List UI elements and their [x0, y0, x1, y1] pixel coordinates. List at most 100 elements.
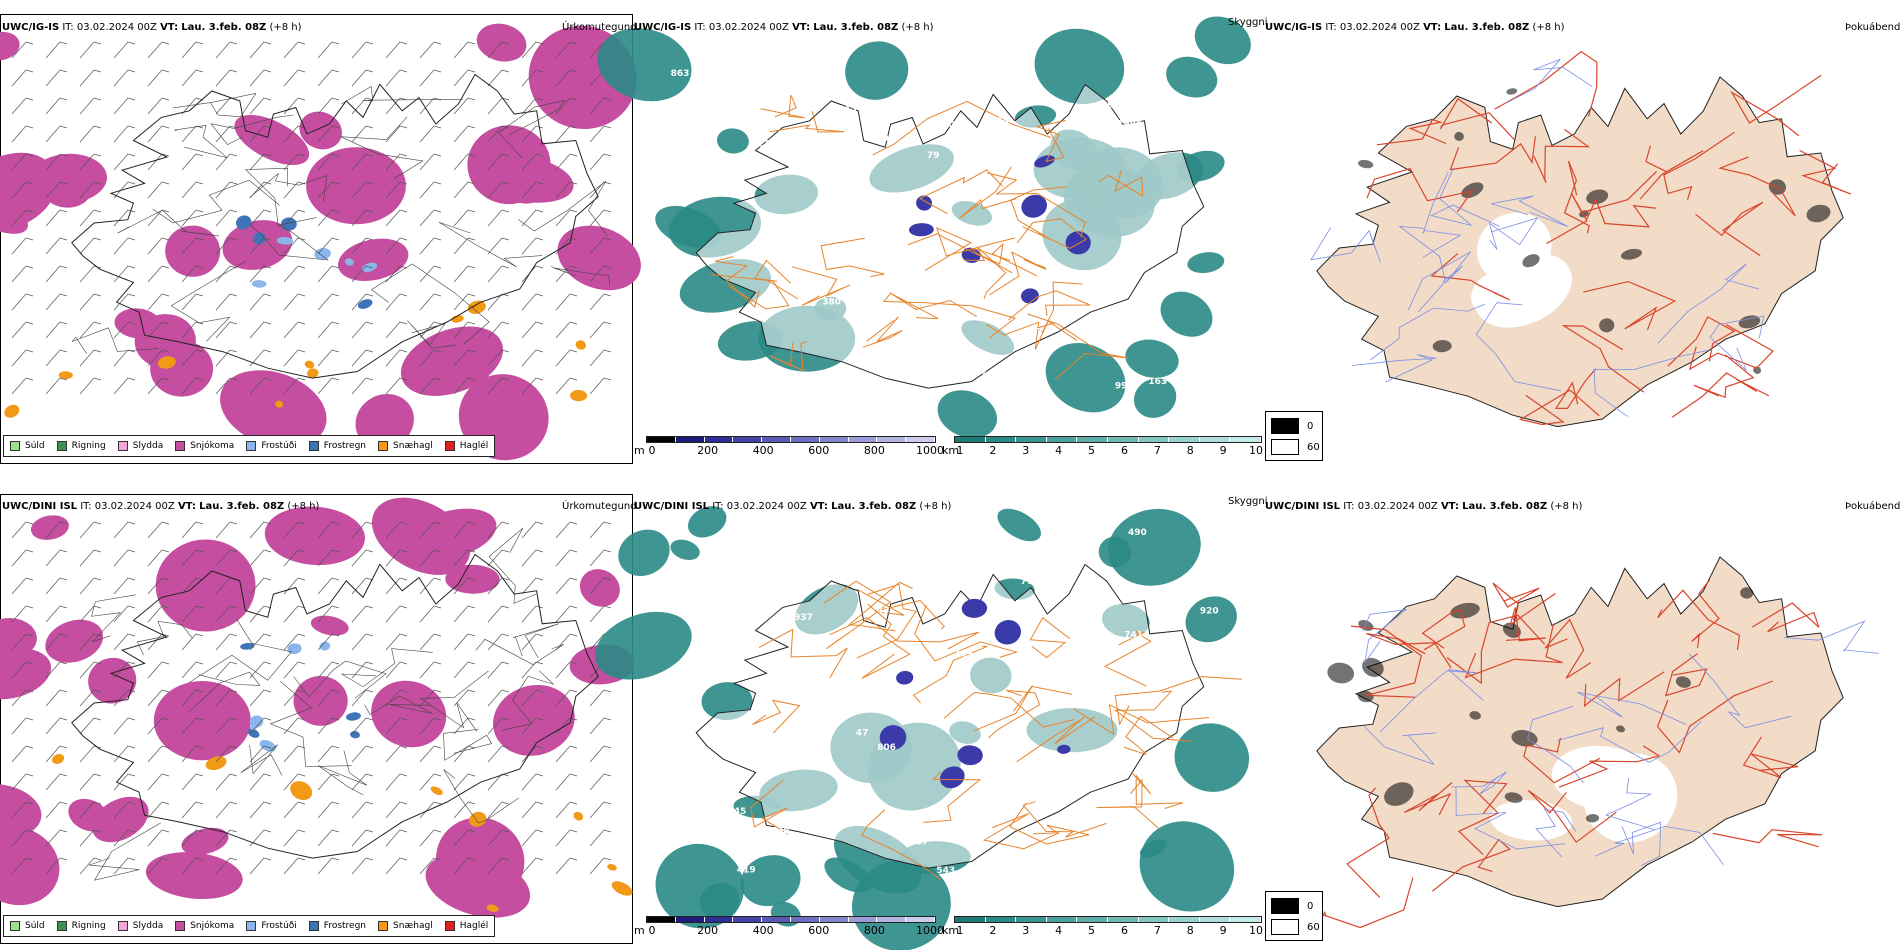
wind-barb	[11, 577, 34, 595]
road-line	[861, 809, 941, 880]
fog-legend-bottom-label: 60	[1307, 441, 1320, 453]
road-line	[1366, 167, 1474, 213]
wind-barb	[521, 321, 544, 339]
cloud-value-label: 24	[1118, 116, 1131, 126]
wind-barb	[589, 321, 612, 339]
wind-barb	[589, 829, 612, 847]
wind-barb	[147, 321, 170, 339]
wind-barb	[555, 857, 578, 875]
wind-barb	[11, 745, 34, 763]
wind-barb	[147, 237, 170, 255]
wind-barb	[147, 265, 170, 283]
wind-barb	[419, 125, 442, 143]
snow-area	[436, 817, 525, 903]
wind-barb	[385, 209, 408, 227]
low-visibility-area	[1166, 56, 1218, 98]
wind-barb	[453, 633, 476, 651]
precip-legend-label: Frostregn	[323, 921, 367, 931]
wind-barb	[385, 633, 408, 651]
colorbar-tick-label: 9	[1219, 444, 1227, 457]
wind-barb	[79, 41, 102, 59]
freezing-rain-area	[350, 731, 360, 739]
wind-barb	[45, 349, 68, 367]
wind-barb	[249, 717, 272, 735]
precip-legend-item: Frostregn	[308, 441, 366, 451]
wind-barb	[181, 41, 204, 59]
wind-barb	[79, 829, 102, 847]
wind-barb	[453, 829, 476, 847]
precip-legend-item: Súld	[10, 441, 45, 451]
cloud-title-top: Skyggni	[1228, 17, 1268, 28]
wind-barb	[181, 125, 204, 143]
wind-barb	[453, 605, 476, 623]
freezing-drizzle-area	[249, 715, 264, 728]
wind-barb	[181, 745, 204, 763]
road-line	[1364, 726, 1437, 765]
wind-barb	[249, 549, 272, 567]
wind-barb	[147, 605, 170, 623]
wind-barb	[113, 661, 136, 679]
wind-barb	[113, 377, 136, 395]
wind-barb	[419, 181, 442, 199]
colorbar-tick-label: 1	[956, 444, 964, 457]
colorbar-segment	[1199, 437, 1231, 442]
wind-barb	[79, 153, 102, 171]
wind-barb	[249, 69, 272, 87]
wind-barb	[249, 801, 272, 819]
wind-barb	[249, 153, 272, 171]
colorbar-tick-label: 200	[697, 924, 719, 937]
road-line	[71, 327, 159, 354]
wind-barb	[79, 209, 102, 227]
road-line	[856, 583, 917, 659]
low-cloud-base-area	[1057, 744, 1071, 754]
fog-index-area	[1586, 189, 1609, 205]
wind-barb	[45, 661, 68, 679]
cloud-value-label: 954	[990, 117, 1009, 127]
road-line	[923, 771, 982, 823]
precip-legend-item: Frostúði	[246, 921, 297, 931]
precip-legend-label: Rigning	[71, 921, 106, 931]
low-cloud-base-area	[961, 247, 981, 263]
road-line	[1594, 825, 1724, 866]
precip-title-bottom: Úrkomutegund	[562, 501, 637, 512]
wind-barb	[351, 97, 374, 115]
wind-barb	[79, 293, 102, 311]
road-line	[1691, 579, 1720, 648]
wind-barb	[555, 41, 578, 59]
snow-area	[220, 370, 327, 448]
colorbar-segment	[1077, 437, 1108, 442]
road-line	[856, 588, 946, 630]
iceland-coastline	[71, 553, 599, 859]
wind-barb	[283, 181, 306, 199]
fog-legend-top: 0 60	[1265, 411, 1323, 461]
colorbar-unit: m	[634, 924, 645, 937]
wind-barb	[113, 69, 136, 87]
freezing-drizzle-area	[314, 248, 331, 260]
wind-barb	[181, 321, 204, 339]
fog-title-bottom: Þokuábendi	[1845, 501, 1900, 512]
precip-legend-swatch	[444, 441, 455, 451]
wind-barb	[589, 577, 612, 595]
snow-area	[264, 506, 366, 566]
wind-barb	[487, 237, 510, 255]
wind-barb	[385, 689, 408, 707]
road-line	[1799, 149, 1852, 195]
fog-swatch-white	[1271, 919, 1299, 935]
wind-barb	[79, 521, 102, 539]
wind-barb	[283, 689, 306, 707]
freezing-rain-area	[240, 642, 255, 650]
wind-barb	[249, 773, 272, 791]
road-line	[1103, 630, 1152, 687]
colorbar-tick-label: 1	[956, 924, 964, 937]
wind-barb	[215, 773, 238, 791]
precip-legend-swatch	[10, 441, 20, 451]
precip-legend-swatch	[246, 921, 257, 931]
snow-area	[92, 796, 149, 843]
wind-barb	[215, 237, 238, 255]
wind-barb	[351, 801, 374, 819]
wind-barb	[79, 549, 102, 567]
wind-barb	[147, 857, 170, 875]
road-line	[501, 670, 554, 731]
wind-barb	[11, 293, 34, 311]
